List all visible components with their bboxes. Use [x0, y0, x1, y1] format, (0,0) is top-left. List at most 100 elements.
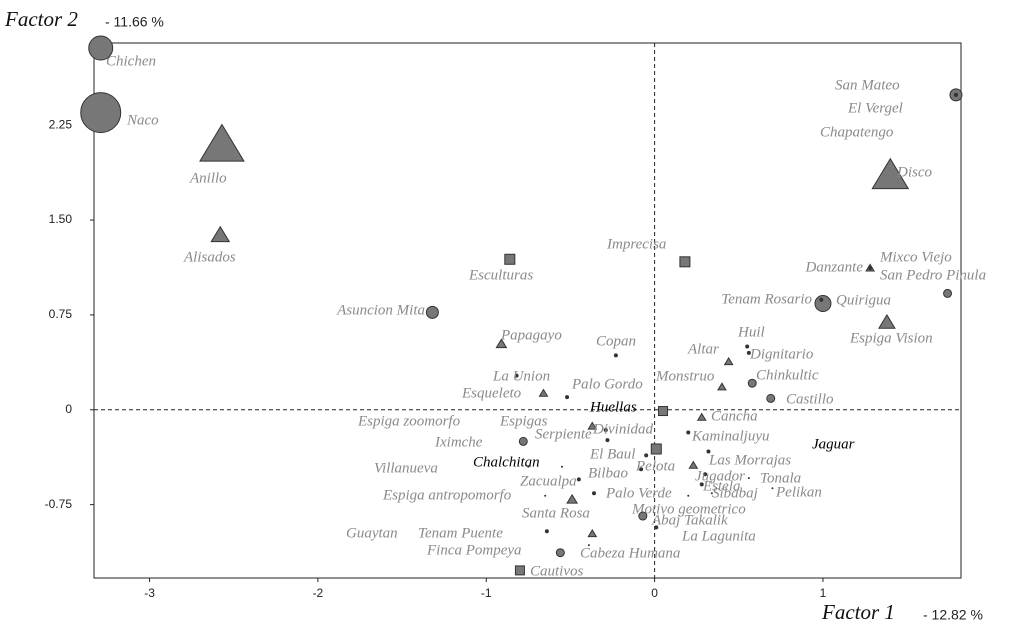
point-label: Huil	[737, 324, 765, 340]
point-label: Cancha	[711, 408, 758, 424]
y-tick-label: -0.75	[45, 497, 73, 511]
x-axis-title: Factor 1	[821, 600, 895, 624]
point-label: Chinkultic	[756, 367, 819, 383]
circle-marker	[638, 511, 648, 521]
dot-marker	[710, 492, 713, 495]
dot-marker	[818, 444, 821, 447]
circle-marker	[555, 548, 565, 558]
point-label: Las Morrajas	[708, 452, 791, 468]
dot-marker	[771, 487, 774, 490]
point-label: Imprecisa	[606, 236, 666, 252]
point-label: Tonala	[760, 470, 801, 486]
point-label: Chichen	[106, 53, 156, 69]
point-label: Finca Pompeya	[426, 542, 522, 558]
point-label: La Union	[492, 368, 550, 384]
point-label: Cabeza Humana	[580, 545, 680, 561]
dot-marker	[644, 453, 649, 458]
point-label: Guaytan	[346, 525, 398, 541]
dot-marker	[544, 494, 547, 497]
dot-marker	[699, 482, 704, 487]
triangle-marker	[538, 388, 549, 397]
point-label: Iximche	[434, 434, 483, 450]
triangle-marker	[587, 421, 598, 430]
triangle-marker	[717, 382, 727, 391]
circle-marker	[88, 35, 114, 61]
dot-marker	[687, 494, 690, 497]
y-tick-label: 2.25	[49, 117, 73, 131]
triangle-marker	[566, 493, 578, 504]
square-marker	[658, 406, 669, 417]
triangle-marker	[871, 157, 910, 190]
dot-marker	[703, 472, 708, 477]
point-label: Altar	[687, 341, 719, 357]
point-label: Dignitario	[749, 346, 814, 362]
dot-marker	[605, 438, 610, 443]
point-label: Cautivos	[530, 563, 583, 579]
y-tick-label: 0.75	[49, 307, 73, 321]
point-label: Monstruo	[655, 368, 715, 384]
point-label: Espiga antropomorfo	[382, 487, 512, 503]
triangle-marker	[210, 225, 231, 243]
circle-marker	[425, 305, 439, 319]
point-label: Espiga zoomorfo	[357, 413, 461, 429]
point-label: Espigas	[499, 413, 548, 429]
x-tick-label: 0	[651, 586, 658, 600]
point-label: Bilbao	[588, 465, 628, 481]
triangle-marker	[688, 460, 699, 469]
square-marker	[514, 565, 525, 576]
point-label: Villanueva	[374, 460, 438, 476]
triangle-marker	[696, 412, 707, 421]
dot-marker	[514, 373, 519, 378]
point-label: Mixco Viejo	[879, 249, 952, 265]
point-label: Tenam Rosario	[721, 291, 812, 307]
point-label: Estela	[702, 478, 741, 494]
dot-marker	[603, 428, 608, 433]
square-marker	[679, 256, 691, 268]
point-label: Asuncion Mita	[336, 302, 425, 318]
x-tick-label: -2	[313, 586, 324, 600]
triangle-marker	[495, 338, 508, 349]
circle-marker	[747, 378, 757, 388]
point-label: Chapatengo	[820, 124, 894, 140]
dot-marker	[654, 525, 659, 530]
point-label: Santa Rosa	[522, 505, 590, 521]
point-label: Danzante	[805, 259, 864, 275]
y-axis-title: Factor 2	[4, 7, 78, 31]
point-label: Jugador	[695, 468, 745, 484]
point-label: Tenam Puente	[418, 525, 503, 541]
point-label: Palo Verde	[605, 485, 672, 501]
point-label: Copan	[596, 333, 636, 349]
dot-marker	[747, 477, 750, 480]
point-label: Motivo geometrico	[631, 501, 746, 517]
circle-marker	[518, 436, 528, 446]
point-label: San Pedro Pinula	[880, 267, 986, 283]
x-tick-label: 1	[820, 586, 827, 600]
point-label: Alisados	[183, 249, 236, 265]
supplementary-label: Huellas	[589, 399, 637, 415]
dot-marker	[745, 344, 750, 349]
point-label: Castillo	[786, 391, 834, 407]
circle-marker	[80, 92, 122, 134]
circle-marker	[814, 295, 832, 313]
dot-marker	[819, 297, 824, 302]
triangle-marker	[587, 528, 598, 538]
dot-marker	[953, 92, 958, 97]
dot-marker	[565, 395, 570, 400]
x-axis-share: - 12.82 %	[923, 607, 983, 623]
point-label: Sibabaj	[712, 485, 758, 501]
point-label: Quirigua	[836, 292, 891, 308]
point-label: Naco	[126, 112, 159, 128]
dot-marker	[639, 467, 644, 472]
point-label: Pelota	[635, 458, 675, 474]
dot-marker	[686, 430, 691, 435]
point-label: Zacualpa	[520, 473, 577, 489]
supplementary-label: Chalchitan	[473, 454, 540, 470]
dot-marker	[587, 544, 590, 547]
point-label: Abaj Takalik	[651, 512, 728, 528]
circle-marker	[943, 288, 953, 298]
x-tick-label: -1	[481, 586, 492, 600]
point-label: Esculturas	[468, 267, 533, 283]
triangle-marker	[878, 313, 896, 329]
dot-marker	[613, 353, 618, 358]
